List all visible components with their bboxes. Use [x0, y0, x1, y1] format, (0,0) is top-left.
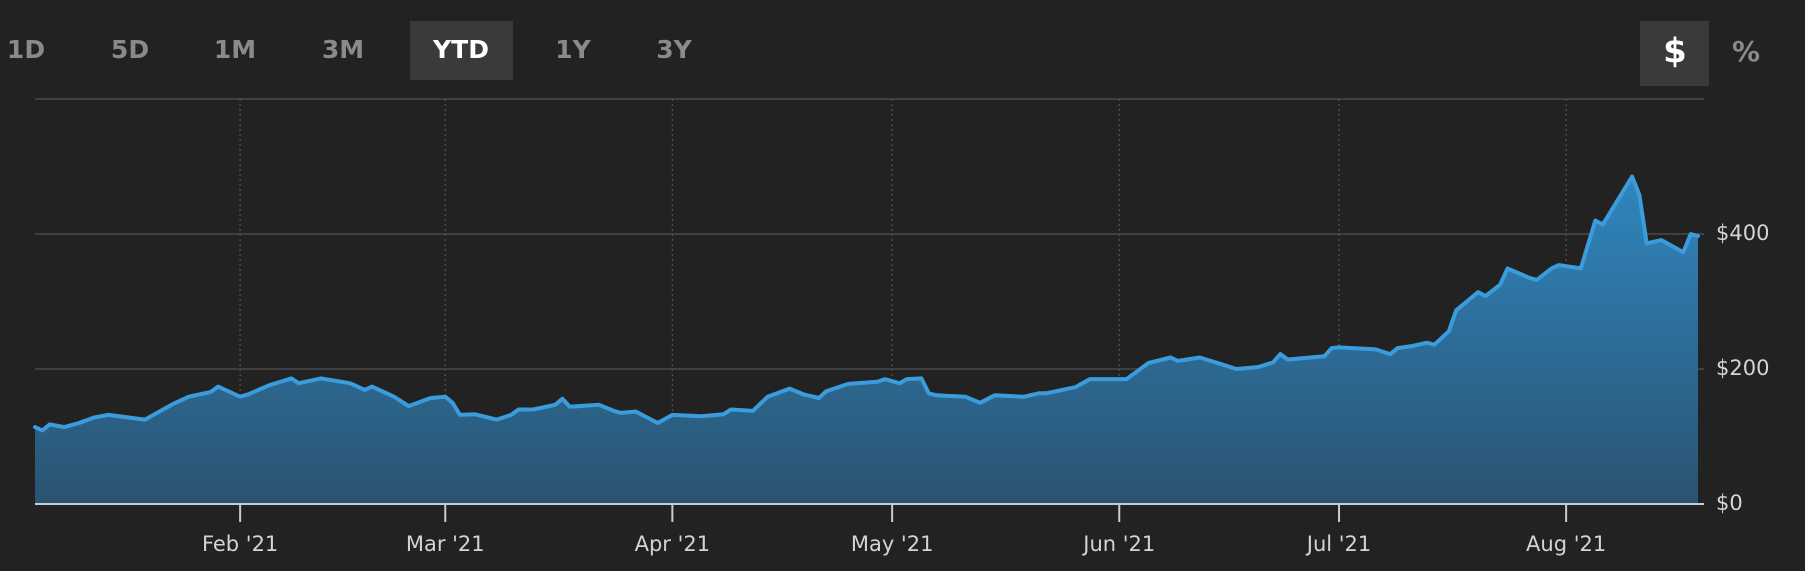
x-tick-label: Jul '21 [1305, 532, 1372, 556]
range-tab-active-bg [410, 21, 513, 80]
unit-toggle[interactable]: % [1732, 35, 1760, 68]
x-tick-label: Apr '21 [635, 532, 711, 556]
x-tick-label: May '21 [851, 532, 934, 556]
range-tab[interactable]: 1D [7, 35, 45, 64]
range-tab[interactable]: 1M [214, 35, 256, 64]
x-tick-label: Aug '21 [1526, 532, 1606, 556]
x-tick-label: Feb '21 [202, 532, 278, 556]
unit-toggle[interactable]: $ [1663, 32, 1687, 72]
range-tab[interactable]: YTD [432, 35, 489, 64]
range-tab[interactable]: 1Y [555, 35, 591, 64]
y-tick-label: $200 [1716, 356, 1769, 380]
unit-toggle-active-bg [1640, 21, 1709, 86]
x-tick-label: Mar '21 [406, 532, 485, 556]
range-tab[interactable]: 5D [111, 35, 149, 64]
price-line [33, 174, 1700, 433]
x-tick-label: Jun '21 [1081, 532, 1155, 556]
area-fill [35, 176, 1698, 504]
range-tab[interactable]: 3Y [656, 35, 692, 64]
y-tick-label: $0 [1716, 491, 1743, 515]
range-tab[interactable]: 3M [322, 35, 364, 64]
y-tick-label: $400 [1716, 221, 1769, 245]
